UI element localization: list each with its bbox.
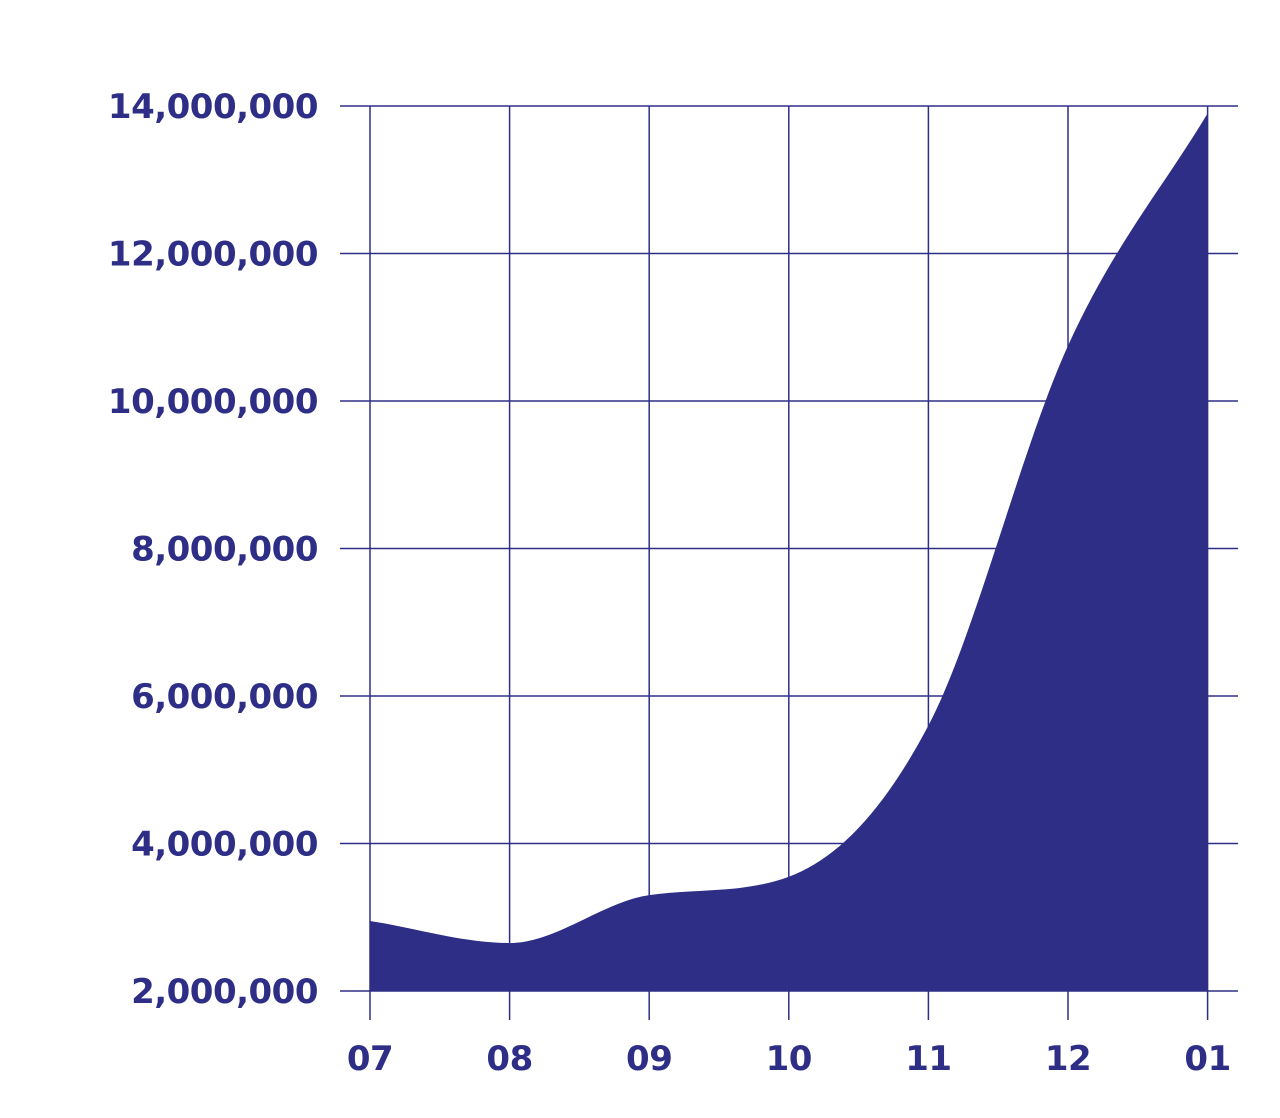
x-tick-label: 11 (905, 1039, 951, 1079)
y-tick-label: 12,000,000 (108, 235, 318, 275)
x-axis-tick-labels: 07 08 09 10 11 12 01 (347, 1039, 1231, 1079)
x-tick-label: 07 (347, 1039, 393, 1079)
y-tick-label: 2,000,000 (131, 972, 318, 1012)
y-tick-label: 10,000,000 (108, 382, 318, 422)
y-axis-tick-labels: 2,000,000 4,000,000 6,000,000 8,000,000 10,0… (108, 87, 319, 1012)
x-tick-label: 08 (486, 1039, 532, 1079)
y-tick-label: 6,000,000 (131, 677, 318, 717)
area-series (369, 113, 1208, 991)
x-tick-label: 10 (766, 1039, 812, 1079)
x-tick-label: 12 (1045, 1039, 1091, 1079)
y-tick-label: 4,000,000 (131, 825, 318, 865)
y-tick-label: 8,000,000 (131, 530, 318, 570)
y-tick-label: 14,000,000 (108, 87, 318, 127)
x-tick-label: 01 (1184, 1039, 1230, 1079)
area-fill (370, 113, 1208, 991)
x-tick-label: 09 (626, 1039, 672, 1079)
